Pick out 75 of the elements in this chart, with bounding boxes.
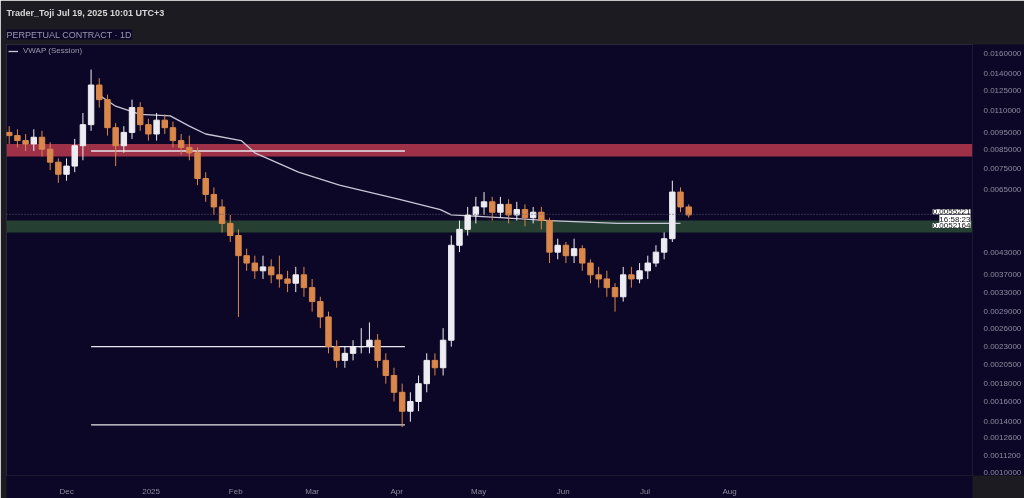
y-tick-label: 0.0065000 bbox=[983, 185, 1022, 195]
candlestick bbox=[292, 266, 299, 293]
candlestick bbox=[521, 203, 529, 227]
legend-label: VWAP (Session) bbox=[23, 46, 83, 55]
candlestick bbox=[390, 367, 398, 402]
candlestick bbox=[300, 266, 308, 298]
candlestick bbox=[177, 133, 185, 156]
y-tick-label: 0.0010000 bbox=[983, 467, 1022, 477]
y-tick-label: 0.0140000 bbox=[983, 69, 1022, 79]
candlestick bbox=[554, 238, 561, 260]
candlestick bbox=[161, 113, 168, 135]
candlestick bbox=[603, 270, 611, 298]
candlestick bbox=[398, 383, 406, 428]
candlestick bbox=[505, 198, 512, 224]
candlestick bbox=[677, 186, 684, 213]
y-tick-label: 0.0018000 bbox=[983, 379, 1022, 389]
ref-line-label: 0.0055221 bbox=[932, 207, 972, 217]
x-tick-label: Mar bbox=[305, 486, 320, 496]
candlestick bbox=[579, 244, 586, 272]
candlestick bbox=[595, 266, 602, 289]
candlestick bbox=[71, 138, 78, 173]
y-tick-label: 0.0043000 bbox=[983, 247, 1022, 257]
x-tick-label: Apr bbox=[390, 486, 404, 496]
candlestick bbox=[210, 186, 218, 216]
candlestick bbox=[652, 244, 660, 268]
candlestick bbox=[63, 157, 70, 182]
candlestick bbox=[513, 201, 521, 222]
candlestick bbox=[218, 198, 226, 233]
candlestick bbox=[153, 112, 160, 142]
candlestick bbox=[79, 112, 87, 161]
y-tick-label: 0.0075000 bbox=[983, 163, 1022, 173]
y-tick-label: 0.0085000 bbox=[983, 144, 1022, 154]
candlestick bbox=[562, 241, 570, 264]
x-tick-label: May bbox=[471, 486, 487, 496]
y-tick-label: 0.0095000 bbox=[983, 127, 1022, 137]
chart-subtitle: PERPETUAL CONTRACT · 1D bbox=[6, 29, 133, 40]
y-tick-label: 0.0037000 bbox=[983, 270, 1022, 280]
x-tick-label: Jun bbox=[556, 486, 570, 496]
candlestick bbox=[38, 130, 46, 157]
candlestick bbox=[489, 196, 496, 222]
candlestick bbox=[169, 121, 177, 148]
y-tick-label: 0.0023000 bbox=[983, 342, 1022, 352]
x-tick-label: Feb bbox=[228, 486, 244, 496]
y-tick-label: 0.0033000 bbox=[983, 287, 1022, 297]
candlestick bbox=[497, 196, 504, 219]
x-tick-label: Jul bbox=[639, 486, 651, 496]
candlestick bbox=[480, 191, 488, 216]
chart-title: Trader_Toji Jul 19, 2025 10:01 UTC+3 bbox=[6, 7, 165, 18]
y-tick-label: 0.0020500 bbox=[983, 359, 1022, 369]
candlestick bbox=[472, 196, 480, 224]
y-tick-label: 0.0026000 bbox=[983, 323, 1022, 333]
candlestick bbox=[660, 231, 668, 260]
candlestick bbox=[284, 270, 291, 293]
candlestick bbox=[431, 352, 439, 376]
y-tick-label: 0.0125000 bbox=[983, 86, 1022, 96]
candlestick bbox=[587, 258, 594, 284]
candlestick bbox=[570, 238, 578, 264]
candlestick bbox=[628, 266, 635, 289]
annotation: 16:58:23 bbox=[939, 214, 972, 224]
candlestick bbox=[259, 255, 267, 280]
y-tick-label: 0.0160000 bbox=[983, 49, 1022, 59]
y-tick-label: 0.0014000 bbox=[983, 417, 1022, 427]
y-tick-label: 0.0016000 bbox=[983, 396, 1022, 406]
candlestick bbox=[611, 282, 619, 313]
x-tick-label: Aug bbox=[722, 486, 737, 496]
y-tick-label: 0.0029000 bbox=[983, 307, 1022, 317]
candlestick bbox=[619, 266, 627, 303]
candlestick bbox=[30, 128, 38, 152]
candlestick bbox=[55, 157, 62, 184]
y-tick-label: 0.0012600 bbox=[983, 433, 1022, 443]
x-tick-label: 2025 bbox=[142, 486, 161, 496]
candlestick bbox=[46, 141, 54, 171]
y-tick-label: 0.0011200 bbox=[983, 450, 1022, 460]
x-tick-label: Dec bbox=[59, 486, 74, 496]
y-tick-label: 0.0110000 bbox=[983, 105, 1022, 115]
